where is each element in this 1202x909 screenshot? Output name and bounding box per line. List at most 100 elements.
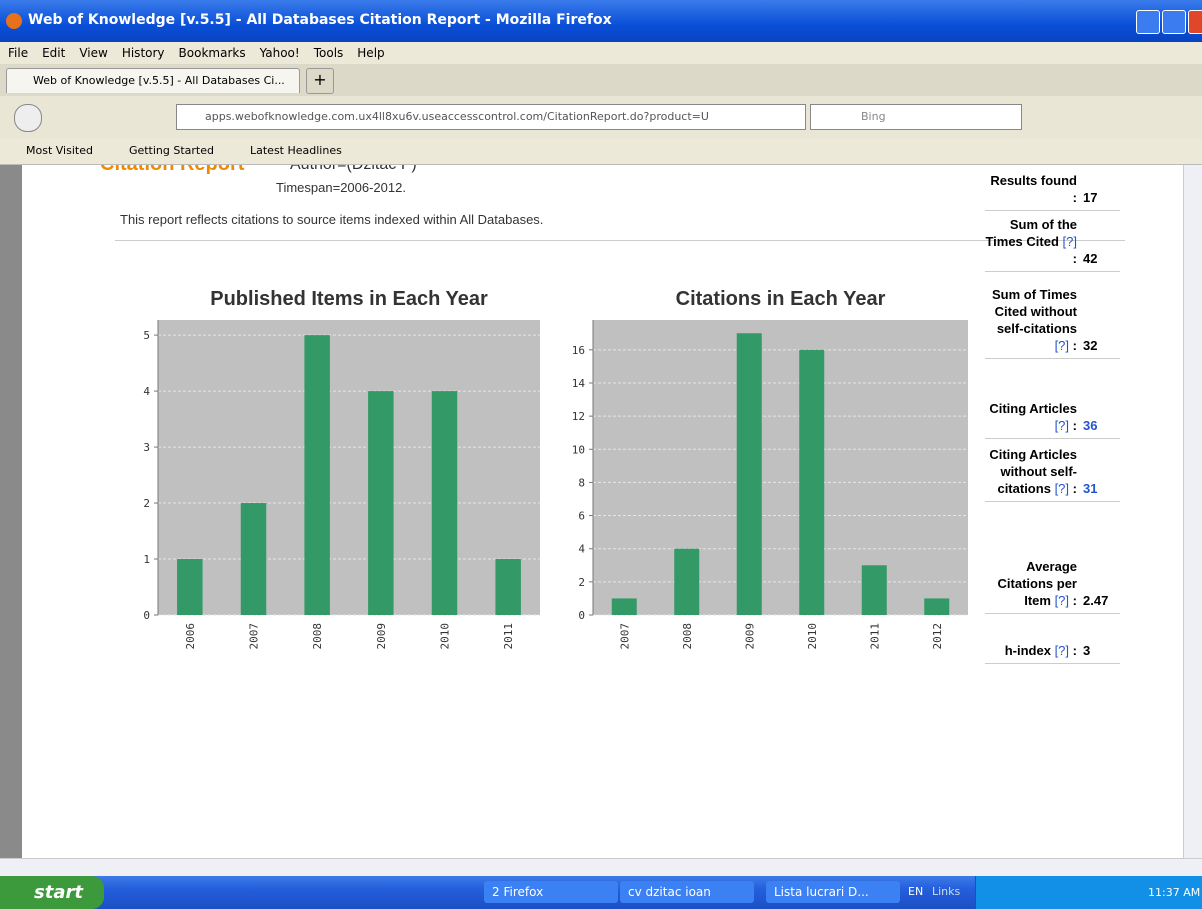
minimize-button[interactable]	[1136, 10, 1160, 34]
bookmark[interactable]: Getting Started	[111, 144, 214, 157]
x-tick-label: 2007	[248, 623, 261, 650]
stat-row: Sum of Times Cited without self-citation…	[985, 282, 1120, 359]
close-button[interactable]	[1188, 10, 1202, 34]
links[interactable]: Links	[932, 885, 960, 898]
y-tick-label: 10	[572, 443, 585, 456]
stat-label: Citing Articles without self-citations […	[985, 446, 1077, 497]
menu-item[interactable]: Help	[357, 46, 384, 60]
stat-value: 2.47	[1083, 592, 1108, 609]
menu-item[interactable]: View	[79, 46, 107, 60]
start-button[interactable]: start	[0, 876, 104, 909]
help-link[interactable]: [?]	[1063, 234, 1077, 249]
bar	[177, 559, 202, 615]
stat-value[interactable]: 36	[1083, 417, 1097, 434]
taskbar-item[interactable]: Lista lucrari D...	[766, 881, 900, 903]
tab-title: Web of Knowledge [v.5.5] - All Databases…	[33, 74, 285, 87]
separator: :	[1073, 251, 1077, 266]
y-tick-label: 12	[572, 410, 585, 423]
stat-label: h-index [?] :	[985, 642, 1077, 659]
clock: 11:37 AM	[1148, 886, 1200, 899]
stat-value: 3	[1083, 642, 1090, 659]
language: EN	[908, 885, 923, 898]
tab-bar: Web of Knowledge [v.5.5] - All Databases…	[0, 64, 1202, 96]
menu-item[interactable]: Edit	[42, 46, 65, 60]
menu-item[interactable]: Tools	[314, 46, 344, 60]
url-text: apps.webofknowledge.com.ux4ll8xu6v.useac…	[205, 110, 709, 123]
vertical-scrollbar[interactable]	[1183, 165, 1202, 858]
bar	[799, 350, 824, 615]
y-tick-label: 16	[572, 344, 585, 357]
stat-label: Results found :	[985, 172, 1077, 206]
bar	[862, 565, 887, 615]
separator: :	[1073, 338, 1077, 353]
x-tick-label: 2012	[931, 623, 944, 650]
stat-value[interactable]: 31	[1083, 480, 1097, 497]
back-button[interactable]	[14, 104, 42, 132]
bar	[368, 391, 393, 615]
stat-label: Sum of the Times Cited [?] :	[985, 216, 1077, 267]
bar	[612, 598, 637, 615]
y-tick-label: 6	[578, 510, 585, 523]
horizontal-scrollbar[interactable]	[0, 858, 1202, 877]
separator: :	[1073, 418, 1077, 433]
y-tick-label: 4	[143, 385, 150, 398]
stat-value: 42	[1083, 250, 1097, 267]
tab[interactable]: Web of Knowledge [v.5.5] - All Databases…	[6, 68, 300, 93]
help-link[interactable]: [?]	[1055, 338, 1069, 353]
web-content: Citation Report Author=(Dzitac I*) Times…	[0, 165, 1202, 858]
x-tick-label: 2011	[868, 623, 881, 650]
bookmark[interactable]: Latest Headlines	[232, 144, 342, 157]
separator: :	[1073, 190, 1077, 205]
search-box[interactable]: Bing	[810, 104, 1022, 130]
navigation-bar: apps.webofknowledge.com.ux4ll8xu6v.useac…	[0, 96, 1202, 138]
x-tick-label: 2009	[375, 623, 388, 650]
chart-title: Published Items in Each Year	[210, 288, 488, 310]
x-tick-label: 2009	[743, 623, 756, 650]
bar	[304, 335, 329, 615]
help-link[interactable]: [?]	[1055, 481, 1069, 496]
menu-bar: File Edit View History Bookmarks Yahoo! Tools H…	[0, 42, 1202, 64]
title-bar: Web of Knowledge [v.5.5] - All Databases…	[0, 0, 1202, 42]
help-link[interactable]: [?]	[1055, 593, 1069, 608]
menu-item[interactable]: Yahoo!	[260, 46, 300, 60]
stat-value: 32	[1083, 337, 1097, 354]
bookmarks-bar: Most Visited Getting Started Latest Headli…	[0, 138, 1202, 165]
stat-row: Citing Articles [?] :36	[985, 396, 1120, 439]
y-tick-label: 14	[572, 377, 586, 390]
url-bar[interactable]: apps.webofknowledge.com.ux4ll8xu6v.useac…	[176, 104, 806, 130]
new-tab-button[interactable]: +	[306, 68, 334, 94]
y-tick-label: 0	[143, 609, 150, 622]
y-tick-label: 2	[578, 576, 585, 589]
help-link[interactable]: [?]	[1055, 418, 1069, 433]
taskbar-item[interactable]: cv dzitac ioan	[620, 881, 754, 903]
x-tick-label: 2006	[184, 623, 197, 650]
y-tick-label: 0	[578, 609, 585, 622]
restore-button[interactable]	[1162, 10, 1186, 34]
window-title: Web of Knowledge [v.5.5] - All Databases…	[28, 12, 612, 28]
x-tick-label: 2008	[311, 623, 324, 650]
chart-title: Citations in Each Year	[676, 288, 886, 310]
menu-item[interactable]: File	[8, 46, 28, 60]
bar	[737, 333, 762, 615]
taskbar-item[interactable]: 2 Firefox	[484, 881, 618, 903]
menu-item[interactable]: Bookmarks	[179, 46, 246, 60]
help-link[interactable]: [?]	[1055, 643, 1069, 658]
separator: :	[1073, 643, 1077, 658]
system-tray: 11:37 AM	[975, 876, 1202, 909]
stat-label-text: Citing Articles	[989, 401, 1077, 416]
stat-label: Average Citations per Item [?] :	[985, 558, 1077, 609]
separator: :	[1073, 481, 1077, 496]
y-tick-label: 5	[143, 329, 150, 342]
y-tick-label: 4	[578, 543, 585, 556]
stat-row: Citing Articles without self-citations […	[985, 442, 1120, 502]
stat-label-text: Results found	[990, 173, 1077, 188]
bookmark[interactable]: Most Visited	[8, 144, 93, 157]
search-engine: Bing	[861, 110, 886, 123]
x-tick-label: 2007	[618, 623, 631, 650]
menu-item[interactable]: History	[122, 46, 165, 60]
y-tick-label: 3	[143, 441, 150, 454]
stat-label-text: Sum of Times Cited without self-citation…	[992, 287, 1077, 336]
stat-row: h-index [?] : 3	[985, 638, 1120, 664]
page: Web of Knowledge [v.5.5] - All Databases…	[0, 0, 1202, 909]
